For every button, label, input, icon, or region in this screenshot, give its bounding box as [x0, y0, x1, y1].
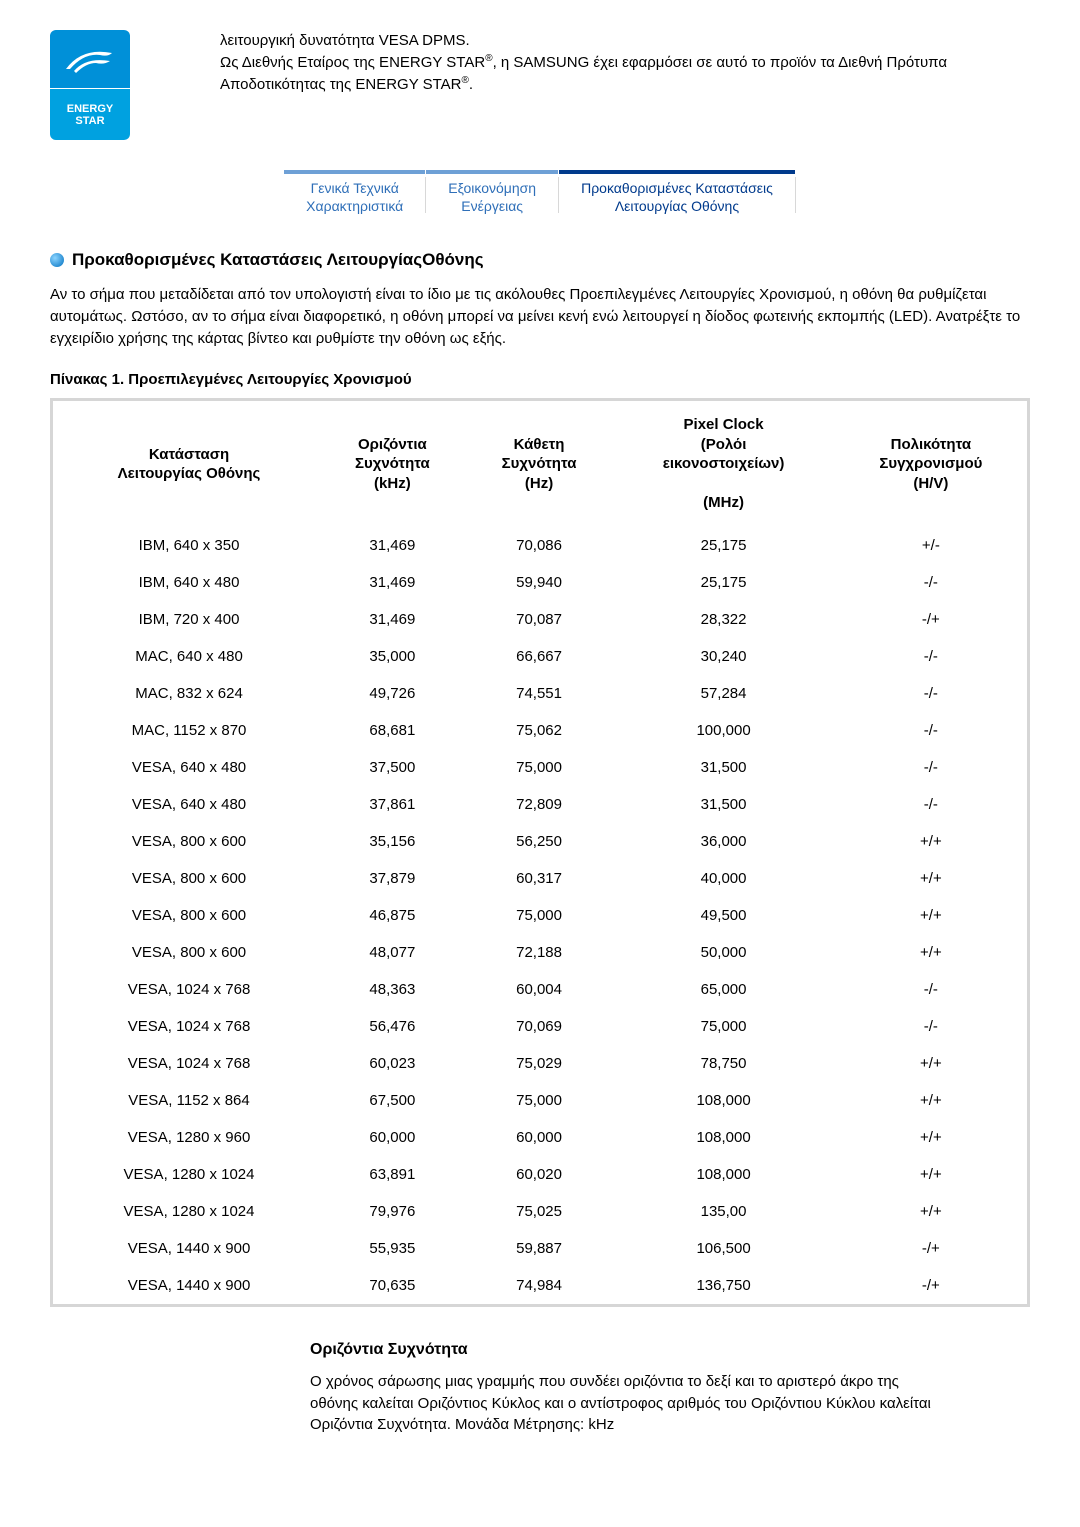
col-polarity: ΠολικότηταΣυγχρονισμού(H/V)	[835, 401, 1027, 527]
col-clock: Pixel Clock(Ρολόιεικονοστοιχείων)(MHz)	[612, 401, 834, 527]
table-row: VESA, 640 x 48037,86172,80931,500-/-	[53, 786, 1027, 823]
table-row: VESA, 1024 x 76856,47670,06975,000-/-	[53, 1008, 1027, 1045]
table-row: VESA, 1152 x 86467,50075,000108,000+/+	[53, 1082, 1027, 1119]
section-bullet-icon	[50, 253, 64, 267]
logo-text-1: ENERGY	[67, 103, 113, 115]
table-row: VESA, 1280 x 102463,89160,020108,000+/+	[53, 1156, 1027, 1193]
table-row: VESA, 1024 x 76860,02375,02978,750+/+	[53, 1045, 1027, 1082]
table-row: VESA, 800 x 60048,07772,18850,000+/+	[53, 934, 1027, 971]
table-row: VESA, 1280 x 96060,00060,000108,000+/+	[53, 1119, 1027, 1156]
table-row: VESA, 1440 x 90055,93559,887106,500-/+	[53, 1230, 1027, 1267]
definition-body: Ο χρόνος σάρωσης μιας γραμμής που συνδέε…	[310, 1371, 950, 1436]
logo-text-2: STAR	[75, 115, 104, 127]
table-row: IBM, 640 x 35031,46970,08625,175+/-	[53, 527, 1027, 564]
definition-title: Οριζόντια Συχνότητα	[310, 1341, 950, 1359]
table-row: VESA, 800 x 60046,87575,00049,500+/+	[53, 897, 1027, 934]
col-vfreq: ΚάθετηΣυχνότητα(Hz)	[466, 401, 613, 527]
table-row: VESA, 800 x 60037,87960,31740,000+/+	[53, 860, 1027, 897]
table-row: MAC, 1152 x 87068,68175,062100,000-/-	[53, 712, 1027, 749]
table-title: Πίνακας 1. Προεπιλεγμένες Λειτουργίες Χρ…	[50, 371, 1030, 388]
table-row: VESA, 1440 x 90070,63574,984136,750-/+	[53, 1267, 1027, 1304]
tab-power[interactable]: ΕξοικονόμησηΕνέργειας	[426, 170, 558, 215]
table-row: IBM, 720 x 40031,46970,08728,322-/+	[53, 601, 1027, 638]
col-mode: ΚατάστασηΛειτουργίας Οθόνης	[53, 401, 319, 527]
col-hfreq: ΟριζόντιαΣυχνότητα(kHz)	[319, 401, 466, 527]
tab-specs[interactable]: Γενικά ΤεχνικάΧαρακτηριστικά	[284, 170, 425, 215]
table-row: VESA, 800 x 60035,15656,25036,000+/+	[53, 823, 1027, 860]
timing-modes-table: ΚατάστασηΛειτουργίας Οθόνης ΟριζόντιαΣυχ…	[50, 398, 1030, 1307]
tab-strip: Γενικά ΤεχνικάΧαρακτηριστικά Εξοικονόμησ…	[50, 170, 1030, 215]
table-row: MAC, 640 x 48035,00066,66730,240-/-	[53, 638, 1027, 675]
tab-preset[interactable]: Προκαθορισμένες ΚαταστάσειςΛειτουργίας Ο…	[559, 170, 795, 215]
table-row: VESA, 1024 x 76848,36360,00465,000-/-	[53, 971, 1027, 1008]
intro-paragraph: Αν το σήμα που μεταδίδεται από τον υπολο…	[50, 284, 1030, 349]
table-row: MAC, 832 x 62449,72674,55157,284-/-	[53, 675, 1027, 712]
intro-text: λειτουργική δυνατότητα VESA DPMS. Ως Διε…	[150, 30, 1030, 140]
energy-star-logo: ENERGY STAR	[50, 30, 130, 140]
table-row: VESA, 1280 x 102479,97675,025135,00+/+	[53, 1193, 1027, 1230]
section-title: Προκαθορισμένες Καταστάσεις ΛειτουργίαςΟ…	[72, 250, 484, 270]
table-row: IBM, 640 x 48031,46959,94025,175-/-	[53, 564, 1027, 601]
table-row: VESA, 640 x 48037,50075,00031,500-/-	[53, 749, 1027, 786]
